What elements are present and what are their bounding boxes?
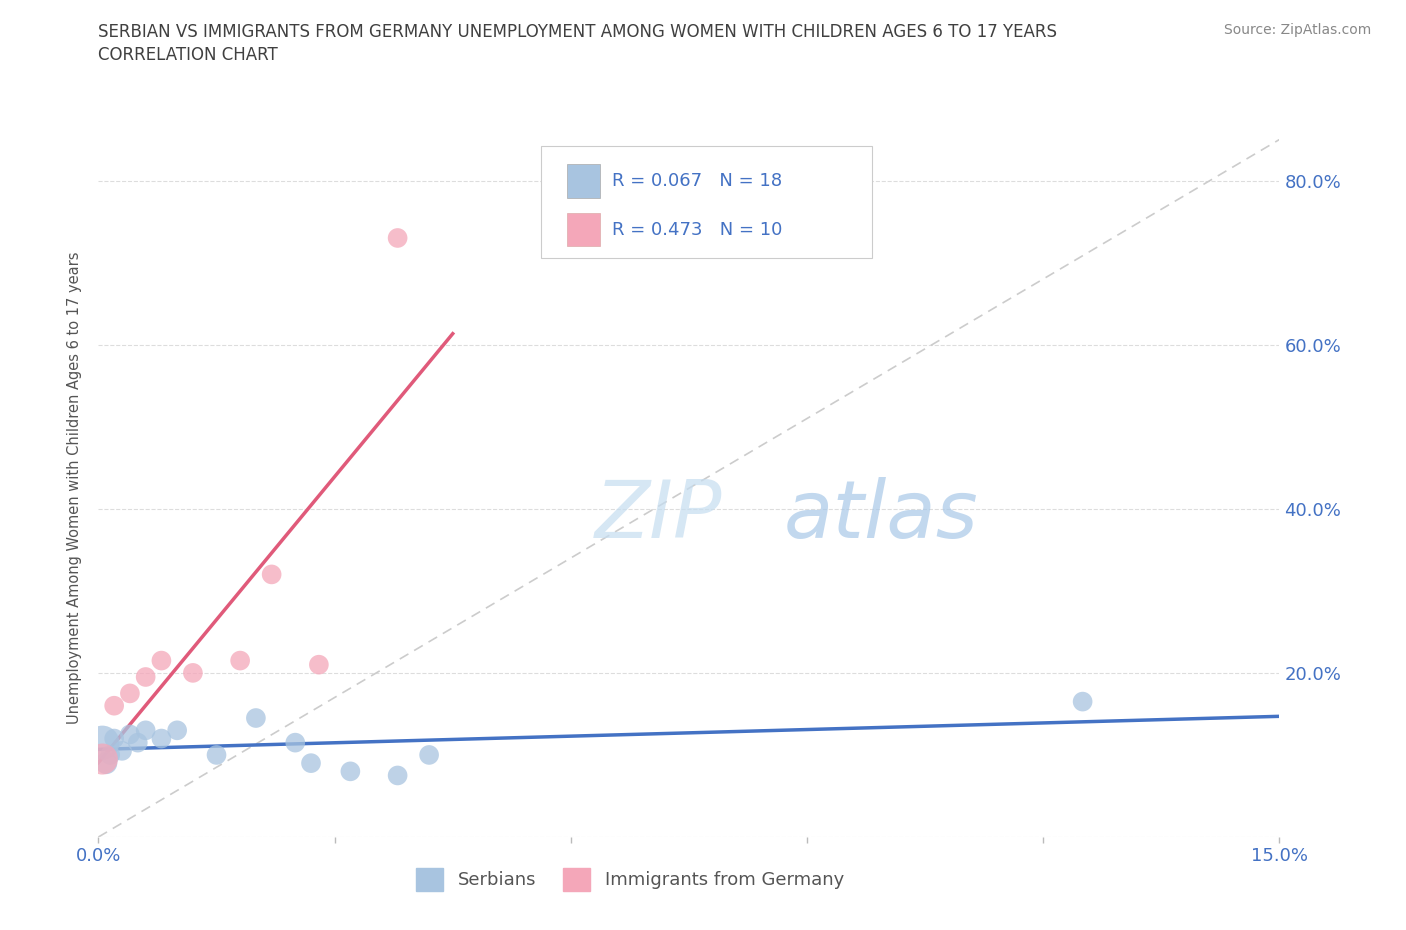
Point: [299, 756, 322, 771]
Text: R = 0.473   N = 10: R = 0.473 N = 10: [612, 220, 783, 239]
Text: SERBIAN VS IMMIGRANTS FROM GERMANY UNEMPLOYMENT AMONG WOMEN WITH CHILDREN AGES 6: SERBIAN VS IMMIGRANTS FROM GERMANY UNEMP…: [98, 23, 1057, 41]
Point: [245, 711, 267, 725]
Text: CORRELATION CHART: CORRELATION CHART: [98, 46, 278, 64]
Point: [118, 686, 141, 701]
Point: [284, 736, 307, 751]
Point: [1071, 694, 1094, 709]
Point: [181, 666, 204, 681]
Point: [229, 653, 252, 668]
Point: [418, 748, 440, 763]
Text: ZIP: ZIP: [595, 477, 721, 555]
Point: [205, 748, 228, 763]
Point: [308, 658, 330, 672]
Point: [103, 698, 125, 713]
Point: [91, 751, 114, 766]
Point: [91, 736, 114, 751]
Point: [96, 756, 118, 771]
Legend: Serbians, Immigrants from Germany: Serbians, Immigrants from Germany: [409, 861, 851, 897]
Point: [260, 567, 283, 582]
Y-axis label: Unemployment Among Women with Children Ages 6 to 17 years: Unemployment Among Women with Children A…: [67, 252, 83, 724]
Point: [98, 748, 121, 763]
Point: [127, 736, 149, 751]
Text: atlas: atlas: [783, 477, 979, 555]
Point: [387, 768, 409, 783]
Point: [387, 231, 409, 246]
Bar: [567, 164, 600, 197]
Point: [150, 731, 173, 746]
Text: R = 0.067   N = 18: R = 0.067 N = 18: [612, 172, 782, 190]
Point: [135, 723, 157, 737]
Point: [150, 653, 173, 668]
Point: [339, 764, 361, 778]
Point: [111, 743, 134, 758]
FancyBboxPatch shape: [541, 147, 872, 259]
Point: [166, 723, 188, 737]
Point: [135, 670, 157, 684]
Text: Source: ZipAtlas.com: Source: ZipAtlas.com: [1223, 23, 1371, 37]
Point: [118, 727, 141, 742]
Bar: [567, 213, 600, 246]
Point: [103, 731, 125, 746]
